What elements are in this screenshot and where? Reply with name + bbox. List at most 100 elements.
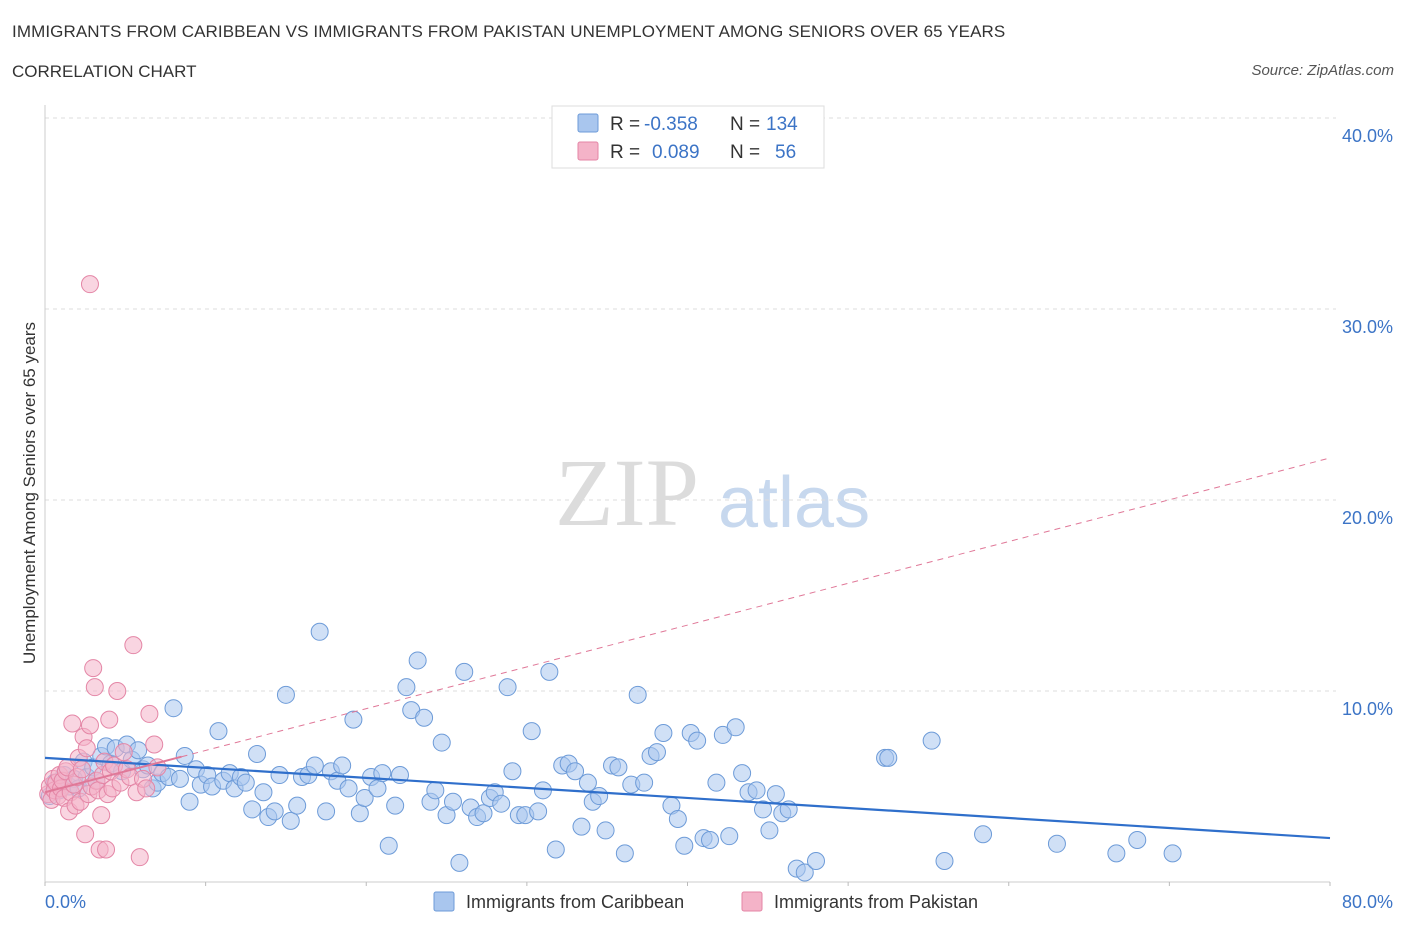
y-tick-label: 10.0%: [1342, 699, 1393, 719]
pakistan-trend-line-solid: [44, 755, 182, 794]
caribbean-swatch: [577, 113, 599, 133]
caribbean-point: [635, 773, 654, 792]
caribbean-point: [450, 853, 469, 872]
caribbean-point: [675, 836, 694, 855]
caribbean-point: [688, 731, 707, 750]
pakistan-point: [137, 779, 156, 798]
pakistan-point: [130, 848, 149, 867]
caribbean-point: [647, 743, 666, 762]
caribbean-point: [432, 733, 451, 752]
source-note: Source: ZipAtlas.com: [1251, 62, 1394, 79]
caribbean-point: [248, 745, 267, 764]
caribbean-point: [628, 685, 647, 704]
caribbean-point: [415, 708, 434, 727]
chart-title: IMMIGRANTS FROM CARIBBEAN VS IMMIGRANTS …: [12, 22, 1006, 41]
caribbean-point: [270, 766, 289, 785]
caribbean-point: [1128, 830, 1147, 849]
caribbean-point: [170, 769, 189, 788]
caribbean-point: [1163, 844, 1182, 863]
caribbean-point: [317, 802, 336, 821]
axes: 10.0% 20.0% 30.0% 40.0% 0.0% 80.0%: [44, 105, 1393, 912]
caribbean-point: [707, 773, 726, 792]
caribbean-point: [180, 792, 199, 811]
pakistan-n-value: 56: [775, 142, 796, 163]
pakistan-point: [84, 659, 103, 678]
caribbean-point: [474, 804, 493, 823]
caribbean-point: [209, 722, 228, 741]
pakistan-point: [108, 682, 127, 700]
caribbean-point: [164, 699, 183, 718]
pakistan-point: [97, 840, 116, 859]
pakistan-swatch: [577, 141, 599, 161]
caribbean-point: [922, 731, 941, 750]
pakistan-point: [77, 739, 96, 758]
caribbean-point: [281, 811, 300, 830]
caribbean-point: [373, 764, 392, 783]
pakistan-point: [145, 735, 164, 754]
caribbean-point: [720, 827, 739, 846]
trend-lines: [44, 457, 1331, 840]
caribbean-point: [443, 792, 462, 811]
caribbean-point: [344, 710, 363, 729]
caribbean-point: [766, 785, 785, 804]
pakistan-point: [76, 825, 95, 844]
chart-subtitle: CORRELATION CHART: [12, 62, 197, 81]
caribbean-point: [935, 851, 954, 870]
caribbean-point: [254, 783, 273, 802]
caribbean-point: [408, 651, 427, 670]
legend-caribbean-label: Immigrants from Caribbean: [466, 892, 684, 912]
pakistan-point: [124, 636, 143, 655]
caribbean-point: [1047, 834, 1066, 853]
y-tick-label: 20.0%: [1342, 508, 1393, 528]
caribbean-point: [397, 678, 416, 697]
caribbean-point: [700, 830, 719, 849]
caribbean-point: [368, 779, 387, 798]
caribbean-r-label: R =: [610, 114, 640, 135]
pakistan-point: [72, 760, 91, 779]
watermark-zip: ZIP: [555, 439, 699, 546]
caribbean-point: [386, 796, 405, 815]
caribbean-point: [276, 685, 295, 704]
caribbean-point: [726, 718, 745, 737]
caribbean-point: [572, 817, 591, 836]
caribbean-point: [596, 821, 615, 840]
legend-caribbean-swatch: [433, 891, 455, 912]
pakistan-point: [140, 704, 159, 723]
caribbean-point: [974, 825, 993, 844]
caribbean-point: [668, 809, 687, 828]
caribbean-point: [1107, 844, 1126, 863]
caribbean-point: [753, 800, 772, 819]
caribbean-point: [265, 802, 284, 821]
pakistan-point: [85, 678, 104, 697]
watermark-atlas: atlas: [718, 463, 870, 543]
caribbean-point: [879, 748, 898, 767]
caribbean-point: [566, 762, 585, 781]
caribbean-point: [546, 840, 565, 859]
pakistan-point: [100, 710, 119, 729]
caribbean-point: [609, 758, 628, 777]
caribbean-point: [236, 773, 255, 792]
pakistan-point: [114, 743, 133, 762]
caribbean-point: [733, 764, 752, 783]
caribbean-point: [305, 756, 324, 775]
caribbean-point: [795, 863, 814, 882]
caribbean-point: [807, 851, 825, 870]
caribbean-point: [615, 844, 634, 863]
pakistan-point: [92, 806, 111, 825]
caribbean-point: [498, 678, 517, 697]
stats-legend: R = -0.358 N = 134 R = 0.089 N = 56: [551, 105, 825, 169]
data-points: [39, 275, 1182, 882]
caribbean-point: [540, 662, 559, 681]
caribbean-point: [578, 773, 597, 792]
caribbean-point: [333, 756, 352, 775]
caribbean-point: [654, 724, 673, 743]
pakistan-r-label: R =: [610, 142, 640, 163]
pakistan-point: [80, 716, 99, 735]
caribbean-point: [455, 662, 474, 681]
caribbean-point: [760, 821, 779, 840]
caribbean-point: [426, 781, 445, 800]
y-tick-label: 40.0%: [1342, 126, 1393, 146]
x-tick-label: 80.0%: [1342, 892, 1393, 912]
caribbean-point: [503, 762, 522, 781]
